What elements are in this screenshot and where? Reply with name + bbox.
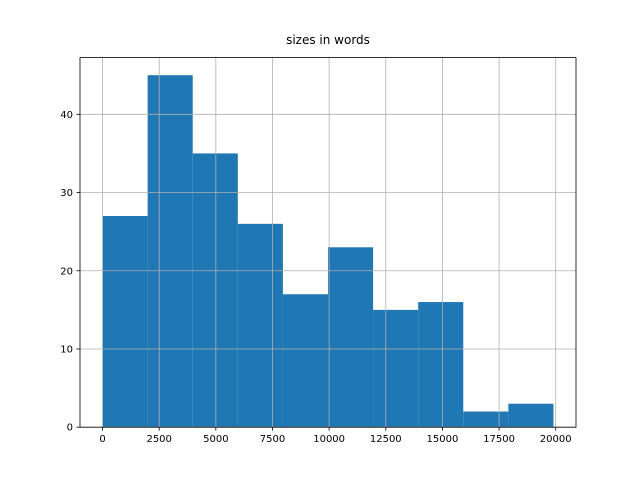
- chart-title: sizes in words: [286, 33, 370, 47]
- x-tick-label: 5000: [203, 434, 228, 445]
- y-tick-label: 10: [60, 344, 73, 355]
- x-tick-label: 0: [99, 434, 105, 445]
- bar: [282, 294, 328, 428]
- x-tick-label: 12500: [370, 434, 402, 445]
- y-tick-label: 30: [60, 188, 73, 199]
- bar: [192, 153, 238, 428]
- x-tick-label: 15000: [427, 434, 459, 445]
- bar: [328, 247, 374, 428]
- bar: [373, 309, 419, 428]
- y-tick-label: 0: [67, 423, 73, 434]
- bar: [237, 223, 283, 428]
- bar: [102, 216, 148, 428]
- x-tick-label: 10000: [313, 434, 345, 445]
- x-tick-label: 7500: [260, 434, 285, 445]
- bar: [147, 75, 193, 428]
- x-tick-label: 17500: [483, 434, 515, 445]
- y-tick-label: 20: [60, 266, 73, 277]
- plot-frame: [79, 57, 577, 428]
- x-tick-label: 2500: [146, 434, 171, 445]
- bar: [418, 302, 464, 428]
- y-tick-label: 40: [60, 110, 73, 121]
- bar: [463, 411, 509, 428]
- x-tick-label: 20000: [540, 434, 572, 445]
- bar: [508, 403, 554, 428]
